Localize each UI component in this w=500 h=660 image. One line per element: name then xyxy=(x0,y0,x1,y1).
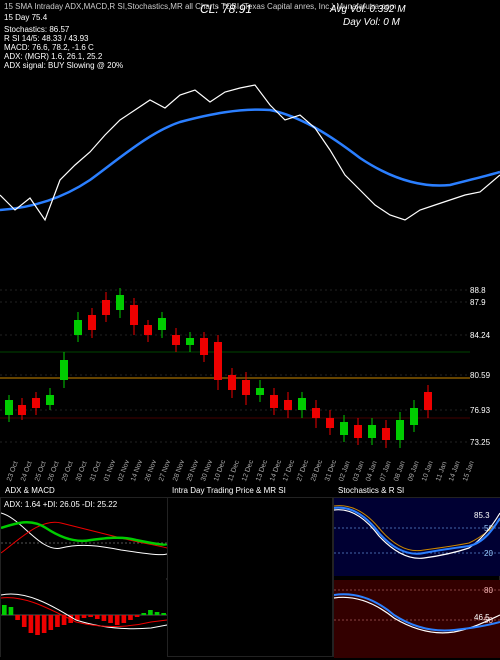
macd: MACD: 76.6, 78.2, -1.6 C xyxy=(4,43,94,52)
avg-vol: Avg Vol: 0.392 M xyxy=(330,4,406,15)
panel-title: Stochastics & R SI xyxy=(338,486,500,495)
adx-signal: ADX signal: BUY Slowing @ 20% xyxy=(4,61,123,70)
main-line-chart xyxy=(0,80,500,250)
stochastics: Stochastics: 86.57 xyxy=(4,25,69,34)
adx-readout: ADX: 1.64 +DI: 26.05 -DI: 25.22 xyxy=(4,500,117,509)
header-block: 15 SMA Intraday ADX,MACD,R SI,Stochastic… xyxy=(0,0,500,70)
adx-mgr: ADX: (MGR) 1.6, 26.1, 25.2 xyxy=(4,52,102,61)
panel-title: Intra Day Trading Price & MR SI xyxy=(172,486,336,495)
candle-chart xyxy=(0,280,470,460)
bottom-panels: ADX & MACD ADX: 1.64 +DI: 26.05 -DI: 25.… xyxy=(0,497,500,657)
day-vol: Day Vol: 0 M xyxy=(343,17,400,28)
candle-y-axis: 88.887.984.2480.5976.9373.25 xyxy=(470,280,498,460)
rsi: R SI 14/5: 48.33 / 43.93 xyxy=(4,34,89,43)
svg-text:85.3: 85.3 xyxy=(474,511,490,520)
close-price: CL: 78.91 xyxy=(200,2,252,16)
svg-text:80: 80 xyxy=(484,586,493,595)
panel-title: ADX & MACD xyxy=(5,486,170,495)
svg-text:46.5: 46.5 xyxy=(474,613,490,622)
panel-adx-macd: ADX & MACD ADX: 1.64 +DI: 26.05 -DI: 25.… xyxy=(0,497,167,657)
panel-stoch-rsi: Stochastics & R SI 502085.3 805046.5 xyxy=(333,497,500,657)
day-sma: 15 Day 75.4 xyxy=(4,13,47,22)
panel-intraday: Intra Day Trading Price & MR SI xyxy=(167,497,333,657)
svg-text:20: 20 xyxy=(484,549,493,558)
